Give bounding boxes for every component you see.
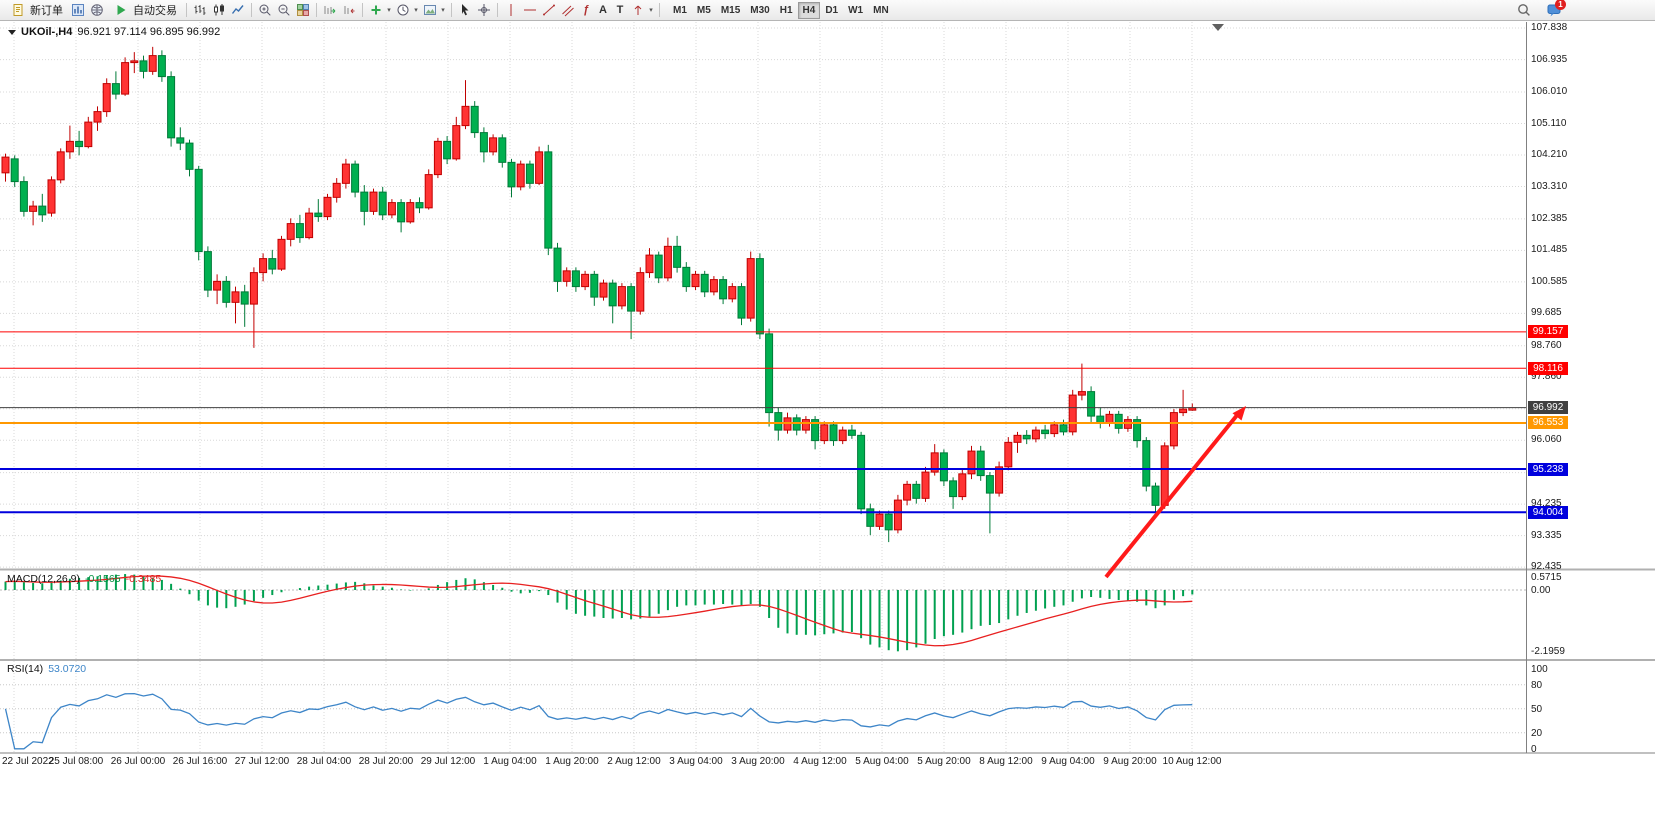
crosshair-icon[interactable]	[475, 1, 493, 19]
auto-trading-button[interactable]: 自动交易	[107, 1, 182, 19]
text-label-icon[interactable]: T	[616, 4, 624, 16]
timeframe-button-M15[interactable]: M15	[720, 4, 741, 16]
tile-windows-icon[interactable]	[294, 1, 312, 19]
search-icon[interactable]	[1515, 1, 1533, 19]
rsi-label-row: RSI(14) 53.0720	[7, 663, 86, 675]
notifications-icon[interactable]: 1	[1545, 0, 1566, 19]
template-dropdown-icon[interactable]: ▾	[441, 7, 445, 14]
time-axis[interactable]	[0, 754, 1655, 772]
auto-trading-icon	[112, 1, 130, 19]
zoom-out-icon[interactable]	[275, 1, 293, 19]
toolbar-separator	[659, 3, 660, 17]
timeframe-button-M1[interactable]: M1	[673, 4, 687, 16]
timeframe-button-H4[interactable]: H4	[797, 1, 821, 19]
chart-symbol-row: UKOil-,H4 96.921 97.114 96.895 96.992	[8, 26, 220, 38]
macd-main-value: -0.1565	[84, 573, 121, 585]
line-chart-icon[interactable]	[229, 1, 247, 19]
price-axis[interactable]	[1527, 22, 1655, 753]
timeframe-button-M5[interactable]: M5	[696, 4, 711, 16]
timeframe-toolbar: M1 M5 M15 M30 H1 H4 D1 W1 MN	[668, 1, 894, 19]
toolbar-separator	[497, 3, 498, 17]
toolbar-separator	[451, 3, 452, 17]
toolbar-right-group: 1	[1515, 0, 1651, 19]
candlestick-chart-icon[interactable]	[210, 1, 228, 19]
cursor-icon[interactable]	[456, 1, 474, 19]
toolbar-separator	[316, 3, 317, 17]
timeframe-button-W1[interactable]: W1	[848, 4, 864, 16]
auto-scroll-icon[interactable]	[321, 1, 339, 19]
timeframe-button-D1[interactable]: D1	[825, 4, 839, 16]
new-chart-dropdown-icon[interactable]: ▾	[387, 7, 391, 14]
bar-chart-icon[interactable]	[191, 1, 209, 19]
macd-indicator-name: MACD(12,26,9)	[7, 573, 80, 585]
toolbar-separator	[251, 3, 252, 17]
timeframe-button-H1[interactable]: H1	[779, 4, 793, 16]
timeframe-button-MN[interactable]: MN	[873, 4, 889, 16]
fibonacci-icon[interactable]: ƒ	[582, 4, 590, 16]
notification-badge: 1	[1555, 0, 1566, 10]
timeframe-button-M30[interactable]: M30	[750, 4, 770, 16]
market-watch-icon[interactable]	[88, 1, 106, 19]
arrow-tools-dropdown-icon[interactable]: ▾	[649, 7, 653, 14]
zoom-in-icon[interactable]	[256, 1, 274, 19]
channel-icon[interactable]	[559, 1, 577, 19]
macd-label-row: MACD(12,26,9) -0.1565 -0.3485	[7, 573, 161, 585]
arrow-tools-icon[interactable]	[629, 1, 647, 19]
new-chart-icon[interactable]	[367, 1, 385, 19]
new-order-icon	[9, 1, 27, 19]
chart-symbol-label: UKOil-,H4	[21, 26, 73, 38]
main-toolbar: 新订单 自动交易 ▾ ▾ ▾ ƒ A T ▾ M1 M5 M15 M30 H1 H4 D1 W…	[0, 0, 1655, 21]
rsi-indicator-name: RSI(14)	[7, 663, 44, 675]
trendline-icon[interactable]	[540, 1, 558, 19]
macd-signal-value: -0.3485	[125, 573, 162, 585]
chart-dropdown-icon[interactable]	[8, 29, 16, 35]
auto-trading-label: 自动交易	[133, 5, 177, 17]
rsi-value: 53.0720	[48, 663, 87, 675]
period-clock-icon[interactable]	[394, 1, 412, 19]
horizontal-line-icon[interactable]	[521, 1, 539, 19]
chart-ohlc-values: 96.921 97.114 96.895 96.992	[77, 26, 221, 38]
text-icon[interactable]: A	[599, 4, 607, 16]
new-order-label: 新订单	[30, 5, 63, 17]
period-dropdown-icon[interactable]: ▾	[414, 7, 418, 14]
new-order-button[interactable]: 新订单	[4, 1, 68, 19]
charts-profile-icon[interactable]	[69, 1, 87, 19]
toolbar-separator	[362, 3, 363, 17]
template-icon[interactable]	[421, 1, 439, 19]
vertical-line-icon[interactable]	[502, 1, 520, 19]
toolbar-separator	[186, 3, 187, 17]
chart-shift-icon[interactable]	[340, 1, 358, 19]
